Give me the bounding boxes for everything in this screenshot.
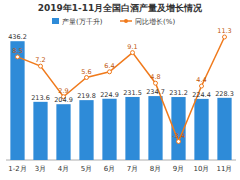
x-tick-label: 11月 [217, 165, 233, 173]
legend-label: 同比增长(%) [135, 18, 175, 26]
line-label: 9.1 [127, 43, 137, 51]
bar-label: 224.4 [192, 91, 211, 99]
bar-label: 436.2 [8, 33, 27, 41]
x-tick-label: 9月 [173, 165, 184, 173]
x-tick-label: 5月 [81, 165, 92, 173]
line-point [108, 70, 112, 74]
line-point [39, 64, 43, 68]
bar [102, 99, 116, 160]
title: 2019年1-11月全国白酒产量及增长情况 [38, 3, 204, 13]
bar-label: 204.9 [54, 96, 73, 104]
data-labels: 436.2 213.6 204.9 219.8 224.9 231.5 234.7 231.2… [8, 27, 234, 140]
line-label: 2.9 [58, 87, 68, 95]
bar-label: 224.9 [100, 91, 119, 99]
chart: 2019年1-11月全国白酒产量及增长情况产量(万千升) 同比增长(%) 1-2月 3… [0, 0, 240, 180]
line-point [223, 35, 227, 39]
bar-label: 231.5 [123, 89, 142, 97]
line-point [154, 81, 158, 85]
line-point [200, 84, 204, 88]
bar-label: 231.2 [169, 89, 188, 97]
legend-label: 产量(万千升) [62, 18, 103, 26]
x-tick-label: 6月 [104, 165, 115, 173]
bar-label: 234.7 [146, 88, 165, 96]
x-tick-label: 3月 [35, 165, 46, 173]
bar [194, 99, 208, 160]
bar [125, 97, 139, 160]
x-tick-label: 10月 [194, 165, 210, 173]
line-label: 8.5 [12, 47, 22, 55]
x-tick-label: 7月 [127, 165, 138, 173]
x-tick-label: 4月 [58, 165, 69, 173]
legend: 产量(万千升) 同比增长(%) [52, 18, 175, 26]
line-point [131, 51, 135, 55]
line-label: 5.6 [81, 68, 91, 76]
line-label: 4.8 [150, 73, 160, 81]
line-point [177, 140, 181, 144]
bar-label: 213.6 [31, 94, 50, 102]
line-label: 7.2 [35, 56, 45, 64]
bar [79, 100, 93, 160]
line [18, 37, 225, 142]
x-tick-label: 8月 [150, 165, 161, 173]
bar [148, 96, 162, 160]
plot-area [10, 35, 231, 160]
bar [33, 102, 47, 160]
bar [56, 104, 70, 160]
legend-marker [124, 19, 128, 23]
line-label: 6.4 [104, 62, 114, 70]
line-label: 4.4 [196, 76, 206, 84]
line-point [85, 76, 89, 80]
legend-swatch [52, 18, 59, 24]
bar [217, 98, 231, 160]
line-point [16, 55, 20, 59]
x-tick-label: 1-2月 [8, 165, 26, 173]
line-label: -3.4 [172, 132, 185, 140]
bar-label: 228.3 [215, 90, 234, 98]
bar-label: 219.8 [77, 92, 96, 100]
line-label: 11.3 [217, 27, 231, 35]
